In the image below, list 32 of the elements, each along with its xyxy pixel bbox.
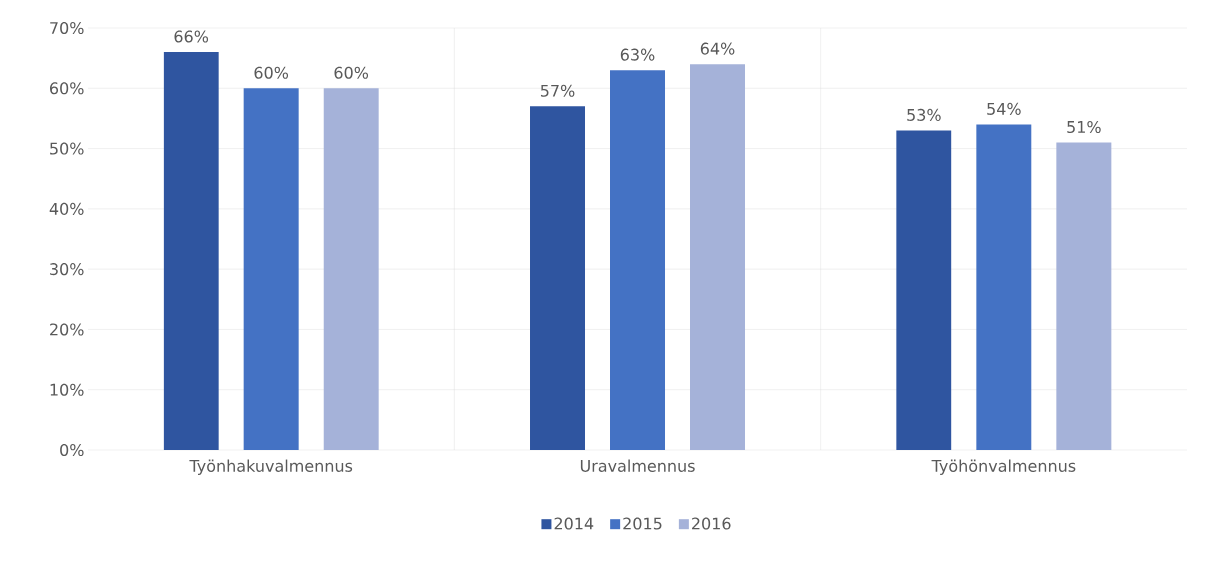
bar xyxy=(243,88,299,450)
bar xyxy=(323,88,379,450)
y-tick-label: 60% xyxy=(50,82,84,95)
legend-label: 2014 xyxy=(554,517,594,530)
data-label: 53% xyxy=(907,108,941,121)
data-label: 66% xyxy=(174,30,209,43)
data-label: 64% xyxy=(700,42,735,55)
x-tick-label: Työnhakuvalmennus xyxy=(189,459,353,476)
data-label: 51% xyxy=(1067,120,1101,134)
x-tick-label: Uravalmennus xyxy=(580,459,695,472)
legend-label: 2016 xyxy=(692,517,731,530)
bar xyxy=(163,52,219,450)
data-label: 63% xyxy=(620,48,655,61)
bar xyxy=(690,64,746,450)
bar xyxy=(610,70,666,450)
bar xyxy=(976,124,1032,450)
data-label: 60% xyxy=(334,66,369,79)
y-tick-label: 20% xyxy=(50,323,84,336)
y-tick-label: 70% xyxy=(50,21,84,35)
x-tick-label: Työhönvalmennus xyxy=(931,459,1076,476)
bar xyxy=(896,130,952,450)
y-tick-label: 0% xyxy=(60,443,84,457)
data-label: 60% xyxy=(254,66,289,79)
y-tick-label: 50% xyxy=(50,142,84,155)
legend-label: 2015 xyxy=(623,517,662,530)
bar xyxy=(1056,142,1112,450)
y-tick-label: 40% xyxy=(49,202,84,215)
y-tick-label: 10% xyxy=(50,383,84,396)
data-label: 57% xyxy=(540,84,575,97)
bar xyxy=(530,106,586,450)
data-label: 54% xyxy=(987,102,1021,115)
y-tick-label: 30% xyxy=(50,263,84,276)
